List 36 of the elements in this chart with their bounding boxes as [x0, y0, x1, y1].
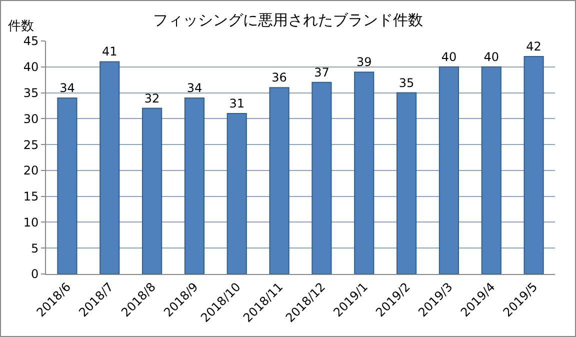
y-tick-label: 15: [23, 190, 39, 204]
data-label: 34: [60, 80, 75, 95]
bar: [481, 66, 502, 274]
bar: [57, 97, 78, 274]
data-label: 34: [186, 80, 202, 95]
bar: [100, 61, 120, 274]
data-label: 31: [229, 96, 245, 110]
bar: [312, 82, 332, 274]
data-label: 32: [144, 91, 160, 106]
y-tick-label: 40: [23, 60, 39, 74]
data-label: 40: [441, 50, 457, 64]
bar: [226, 112, 247, 274]
data-label: 42: [526, 40, 542, 54]
y-tick-label: 5: [30, 241, 39, 256]
bar: [354, 72, 374, 274]
y-tick-label: 35: [23, 86, 39, 100]
chart-title: フィッシングに悪用されたブランド件数: [153, 10, 423, 29]
bar: [438, 66, 459, 274]
y-tick-label: 0: [30, 267, 39, 282]
y-tick-label: 45: [23, 34, 39, 48]
bar: [524, 56, 544, 274]
data-label: 40: [484, 50, 500, 64]
data-label: 39: [356, 55, 372, 70]
y-tick-label: 20: [23, 164, 39, 178]
data-label: 41: [102, 44, 118, 59]
data-label: 35: [398, 76, 414, 90]
y-tick-label: 30: [23, 112, 39, 126]
bar: [269, 87, 290, 274]
data-label: 36: [272, 70, 287, 85]
bar: [184, 97, 204, 274]
y-axis-title: 件数: [8, 19, 34, 34]
bar: [142, 108, 162, 274]
y-tick-label: 10: [23, 215, 39, 230]
y-tick-label: 25: [23, 138, 39, 152]
data-label: 37: [314, 65, 330, 80]
bar: [396, 92, 417, 274]
